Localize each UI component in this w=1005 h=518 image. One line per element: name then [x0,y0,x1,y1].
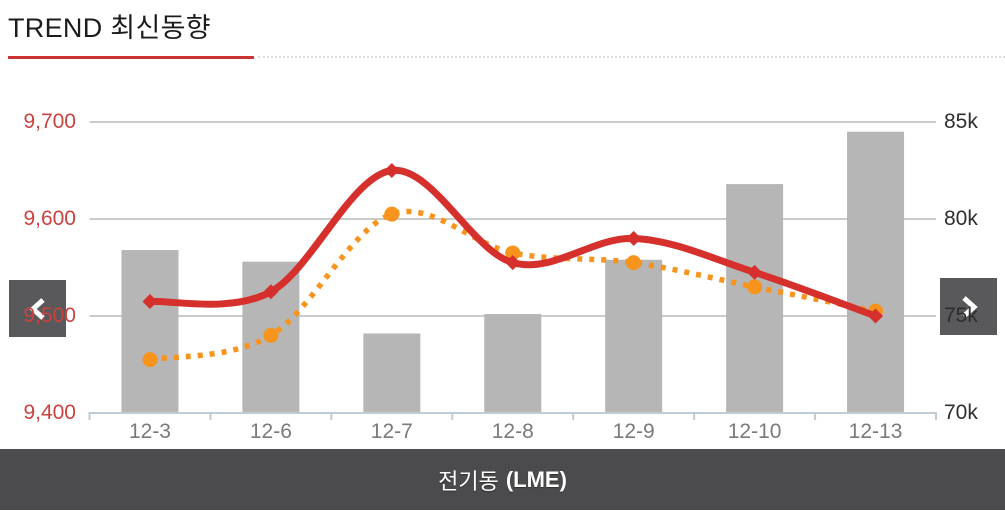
instrument-tab[interactable]: 전기동 (LME) [0,449,1005,510]
circle-marker-12-8 [505,245,521,261]
diamond-marker-12-8 [505,255,521,271]
bar-12-8 [484,314,542,413]
diamond-marker-12-13 [868,308,884,324]
diamond-marker-12-7 [384,163,400,178]
bar-12-13 [847,131,905,413]
instrument-label-ko: 전기동 [438,468,499,494]
page-title: TREND 최신동향 [8,13,211,43]
chevron-left-icon [28,297,45,320]
circle-marker-12-3 [142,352,158,368]
trend-chart [88,121,937,420]
circle-marker-12-7 [384,206,400,222]
instrument-label-en: (LME) [505,466,567,492]
title-dotted-rule [258,56,1005,58]
bar-12-9 [605,259,663,413]
diamond-marker-12-9 [626,230,642,246]
diamond-marker-12-10 [747,264,763,280]
next-button[interactable] [940,278,997,335]
diamond-marker-12-3 [142,293,158,309]
diamond-marker-12-6 [263,284,279,300]
title-underline [8,56,254,59]
bar-12-10 [726,184,784,413]
circle-marker-12-10 [747,279,763,295]
circle-marker-12-9 [626,255,642,271]
bar-12-3 [121,250,179,413]
circle-marker-12-6 [263,327,279,343]
prev-button[interactable] [9,280,66,337]
bar-12-7 [363,333,421,413]
chevron-right-icon [961,295,978,318]
